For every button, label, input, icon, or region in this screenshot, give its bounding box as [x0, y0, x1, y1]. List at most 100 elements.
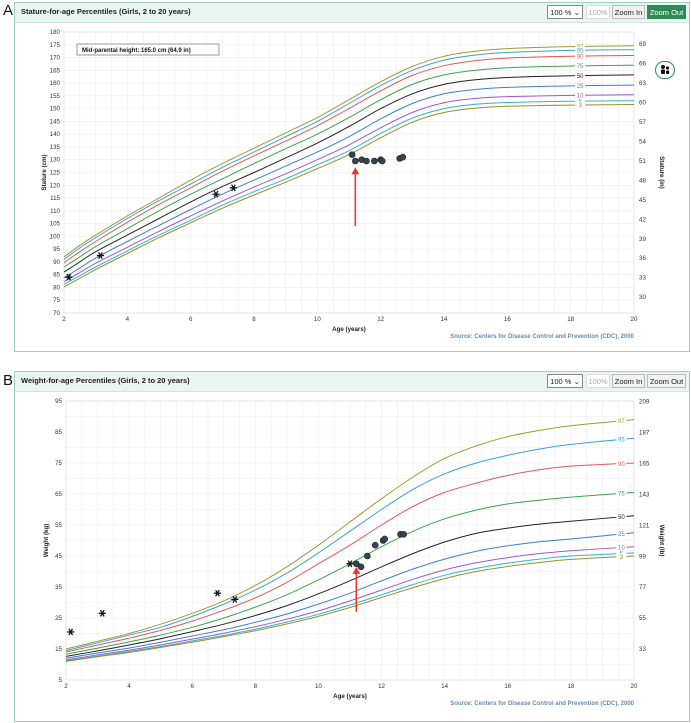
y-tick-label: 55: [55, 522, 62, 529]
percentile-curve-p75: [63, 64, 635, 268]
y-tick-label: 150: [50, 106, 61, 113]
family-icon[interactable]: [655, 61, 675, 79]
percentile-label-p3: 3: [620, 555, 624, 561]
x-tick-label: 16: [504, 316, 511, 323]
zoom-in-button[interactable]: Zoom In: [612, 374, 645, 388]
x-tick-label: 14: [441, 683, 448, 690]
observation-star-marker: [96, 252, 105, 259]
y-tick-label: 35: [55, 584, 62, 591]
y2-tick-label: 30: [639, 294, 646, 301]
observation-dot-marker: [381, 535, 389, 543]
y-tick-label: 65: [55, 491, 62, 498]
percentile-label-bg: [575, 62, 586, 70]
stature-chart-panel: Stature-for-age Percentiles (Girls, 2 to…: [14, 2, 690, 352]
y2-tick-label: 39: [639, 236, 646, 243]
percentile-curve-p90: [65, 462, 635, 653]
percentile-curve-p25: [65, 532, 635, 659]
mid-parental-box: [76, 43, 220, 56]
y-tick-label: 85: [53, 272, 60, 279]
y2-tick-label: 66: [639, 61, 646, 68]
observation-star-marker: [67, 628, 75, 636]
percentile-curve-p97: [65, 419, 635, 650]
percentile-curve-p97: [63, 45, 635, 258]
y-tick-label: 145: [50, 118, 61, 125]
weight-chart-header: Weight-for-age Percentiles (Girls, 2 to …: [15, 372, 689, 392]
y-tick-label: 110: [50, 208, 60, 215]
y2-tick-label: 51: [639, 158, 646, 165]
zoom-in-button[interactable]: Zoom In: [612, 5, 645, 19]
percentile-label-bg: [616, 489, 627, 497]
x-tick-label: 4: [126, 316, 130, 323]
y-tick-label: 95: [53, 246, 60, 253]
percentile-curve-p95: [65, 437, 635, 652]
observation-star-marker: [213, 589, 222, 597]
y2-tick-label: 99: [639, 553, 646, 560]
observation-dot-marker: [400, 531, 407, 538]
zoom-out-button[interactable]: Zoom Out: [647, 374, 686, 388]
percentile-label-p25: 25: [618, 532, 625, 538]
weight-chart-title: Weight-for-age Percentiles (Girls, 2 to …: [21, 376, 190, 385]
observation-dot-marker: [363, 157, 370, 165]
y2-tick-label: 48: [639, 177, 646, 184]
observation-star-marker: [346, 560, 354, 568]
y-tick-label: 15: [55, 646, 62, 653]
zoom-out-button[interactable]: Zoom Out: [647, 5, 686, 19]
y2-tick-label: 57: [639, 119, 646, 126]
mid-parental-annotation: Mid-parental height: 165.0 cm (64.9 in): [82, 48, 191, 54]
y-tick-label: 95: [55, 398, 62, 405]
x-tick-label: 2: [62, 316, 66, 323]
y2-tick-label: 55: [639, 615, 646, 622]
x-axis-label: Age (years): [333, 693, 367, 700]
observation-star-marker: [231, 595, 239, 603]
observation-star-marker: [65, 273, 73, 281]
observation-dot-marker: [378, 157, 386, 165]
percentile-curve-p10: [63, 94, 635, 283]
x-tick-label: 20: [631, 683, 638, 690]
percentile-label-p10: 10: [577, 93, 584, 99]
percentile-label-p50: 50: [618, 515, 625, 521]
zoom-select[interactable]: 100 % ⌄: [547, 5, 583, 19]
observation-dot-marker: [357, 563, 365, 571]
percentile-label-p3: 3: [578, 103, 582, 109]
stature-chart: 2 4 6 8 10 12 14 16 18 20707580859095100105110115…: [41, 29, 665, 340]
y-tick-label: 120: [50, 182, 61, 189]
y2-tick-label: 165: [639, 460, 650, 467]
zoom-select[interactable]: 100 % ⌄: [547, 374, 583, 388]
y-tick-label: 130: [50, 157, 61, 164]
percentile-label-p95: 95: [618, 438, 625, 444]
weight-chart-panel: Weight-for-age Percentiles (Girls, 2 to …: [14, 371, 690, 722]
percentile-label-bg: [575, 72, 586, 80]
percentile-label-p75: 75: [577, 64, 584, 70]
percentile-curve-p25: [63, 84, 635, 279]
observation-dot-marker: [364, 552, 371, 560]
y-tick-label: 80: [53, 284, 60, 291]
y2-tick-label: 36: [639, 255, 646, 262]
percentile-curve-p90: [63, 55, 635, 264]
percentile-label-bg: [575, 97, 586, 105]
stature-chart-header: Stature-for-age Percentiles (Girls, 2 to…: [15, 3, 689, 23]
y2-tick-label: 54: [639, 138, 646, 145]
red-arrow-head: [351, 167, 360, 175]
percentile-label-bg: [616, 544, 627, 552]
x-tick-label: 10: [314, 316, 321, 323]
y-tick-label: 175: [50, 42, 61, 49]
percentile-label-p90: 90: [577, 54, 584, 60]
percentile-label-p10: 10: [618, 546, 625, 552]
y2-tick-label: 45: [639, 197, 646, 204]
zoom-reset-button[interactable]: 100%: [586, 5, 610, 19]
y-tick-label: 125: [50, 170, 61, 177]
y-tick-label: 105: [50, 221, 61, 228]
zoom-reset-button[interactable]: 100%: [586, 374, 610, 388]
y-tick-label: 135: [50, 144, 61, 151]
y2-tick-label: 42: [639, 216, 646, 223]
percentile-label-p50: 50: [577, 74, 584, 80]
red-arrow-head: [352, 566, 361, 574]
percentile-curve-p5: [63, 100, 635, 285]
percentile-label-bg: [616, 530, 627, 538]
observation-star-marker: [212, 190, 220, 198]
percentile-label-bg: [575, 82, 586, 90]
percentile-label-bg: [575, 52, 586, 60]
y-tick-label: 70: [53, 310, 60, 317]
observation-dot-marker: [371, 541, 379, 549]
y-axis-label: Weight (kg): [43, 524, 50, 558]
